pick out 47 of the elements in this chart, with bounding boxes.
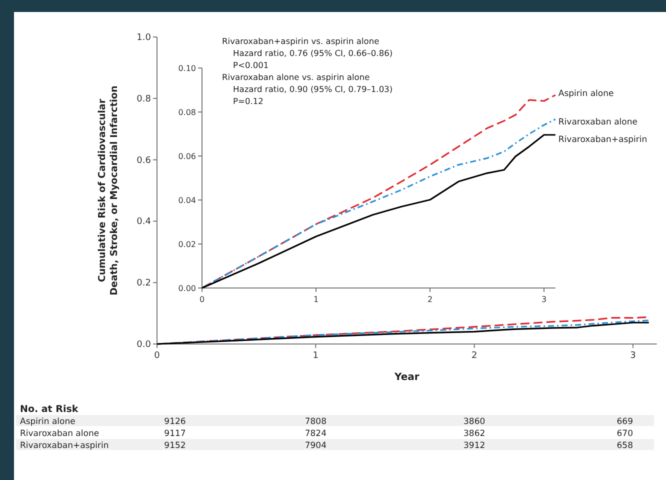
y-tick-label: 0.2: [136, 278, 151, 289]
text: 669: [616, 417, 633, 427]
x-tick-label: 3: [541, 295, 547, 304]
text: 670: [616, 429, 633, 439]
x-tick-label: 0: [199, 295, 205, 304]
y-tick-label: 0.08: [178, 108, 196, 117]
text: Aspirin alone: [20, 417, 76, 427]
annotation: Rivaroxaban+aspirin vs. aspirin alone: [222, 36, 380, 46]
y-tick-label: 1.0: [136, 33, 152, 43]
y-tick-label: 0.00: [178, 284, 196, 293]
series-label: Rivaroxaban+aspirin: [558, 134, 648, 145]
annotation: P<0.001: [233, 60, 269, 70]
y-tick-label: 0.6: [136, 156, 152, 166]
y-tick-label: 0.4: [136, 217, 152, 228]
text: Rivaroxaban alone: [20, 429, 100, 439]
text: 7904: [304, 441, 326, 451]
text: 3860: [464, 417, 486, 427]
y-tick-label: 0.04: [178, 196, 196, 205]
x-tick-label: 3: [630, 351, 636, 361]
text: 3912: [464, 441, 486, 451]
x-tick-label: 2: [427, 295, 433, 304]
y-tick-label: 0.0: [136, 340, 152, 350]
x-tick-label: 1: [313, 295, 319, 304]
text: 3862: [464, 429, 486, 439]
y-tick-label: 0.02: [178, 240, 196, 249]
series-label: Aspirin alone: [558, 89, 614, 100]
text: 658: [616, 441, 633, 451]
y-tick-label: 0.06: [178, 152, 196, 161]
y-tick-label: 0.10: [178, 64, 196, 73]
series-label: Rivaroxaban alone: [558, 117, 638, 128]
x-tick-label: 0: [154, 351, 160, 361]
text: Rivaroxaban+aspirin: [20, 441, 109, 451]
annotation: P=0.12: [233, 96, 264, 106]
y-tick-label: 0.8: [136, 94, 152, 104]
x-tick-label: 2: [471, 351, 478, 361]
x-axis-title: Year: [394, 372, 420, 383]
text: 9117: [164, 429, 186, 439]
annotation: Hazard ratio, 0.90 (95% CI, 0.79–1.03): [233, 84, 393, 94]
text: 7824: [304, 429, 326, 439]
annotation: Hazard ratio, 0.76 (95% CI, 0.66–0.86): [233, 48, 393, 58]
text: 9126: [164, 417, 186, 427]
text: 7808: [304, 417, 326, 427]
annotation: Rivaroxaban alone vs. aspirin alone: [222, 72, 370, 82]
text: 9152: [164, 441, 186, 451]
x-tick-label: 1: [312, 351, 319, 361]
text: No. at Risk: [20, 404, 79, 415]
y-axis-title: Cumulative Risk of Cardiovascular Death, Stroke, or Myocardial Infarction: [97, 85, 120, 296]
